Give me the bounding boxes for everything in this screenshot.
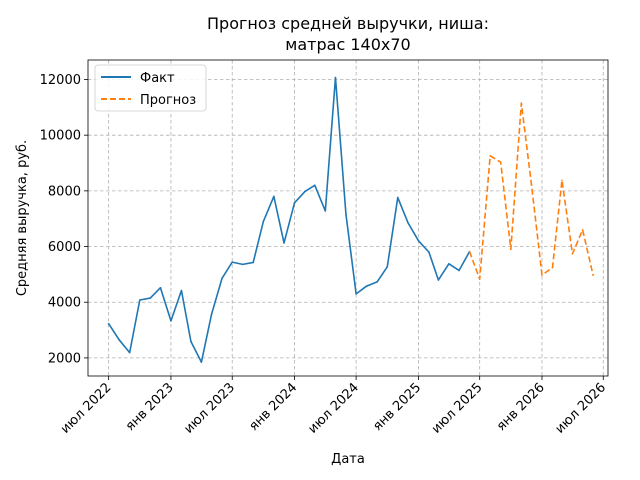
data-point-fact (128, 351, 131, 354)
plot-frame (87, 59, 609, 377)
data-point-forecast (510, 248, 512, 251)
y-tick-label: 4000 (48, 296, 81, 311)
data-point-fact (324, 210, 327, 212)
data-point-fact (221, 277, 223, 280)
data-point-fact (118, 339, 120, 341)
y-axis-label: Средняя выручка, руб. (15, 140, 30, 296)
data-point-fact (437, 279, 440, 281)
data-point-fact (293, 202, 296, 204)
data-point-forecast (499, 161, 502, 163)
data-point-forecast (478, 278, 481, 280)
data-point-fact (376, 281, 378, 283)
data-point-forecast (581, 229, 584, 231)
data-point-forecast (468, 250, 471, 253)
data-point-fact (159, 286, 162, 289)
data-point-fact (190, 340, 192, 343)
data-point-fact (252, 261, 255, 264)
data-point-forecast (520, 102, 523, 104)
y-tick-label: 6000 (48, 240, 81, 255)
data-point-fact (304, 190, 306, 193)
y-tick-label: 12000 (40, 73, 81, 88)
y-tick-label: 8000 (48, 184, 81, 199)
data-point-forecast (541, 274, 543, 276)
data-point-forecast (592, 274, 594, 277)
data-point-fact (314, 184, 316, 187)
legend-label-forecast: Прогноз (140, 93, 196, 108)
y-axis: 2000 4000 6000 8000 10000 12000 (40, 73, 88, 366)
data-point-forecast (530, 183, 533, 186)
data-point-fact (273, 195, 275, 198)
data-point-fact (396, 196, 399, 199)
data-point-fact (241, 263, 244, 266)
data-point-fact (458, 269, 460, 272)
data-point-fact (428, 251, 430, 253)
data-point-fact (231, 261, 234, 263)
data-point-fact (149, 297, 152, 299)
data-point-fact (417, 239, 420, 242)
legend-label-fact: Факт (140, 71, 175, 86)
grid (88, 60, 608, 376)
data-point-fact (283, 242, 285, 244)
data-point-forecast (489, 154, 491, 157)
series-line-fact (107, 76, 471, 363)
data-point-fact (407, 221, 409, 224)
data-point-fact (355, 293, 357, 295)
series-layer (107, 76, 594, 363)
data-point-fact (365, 285, 368, 287)
legend: Факт Прогноз (94, 64, 207, 112)
data-point-forecast (561, 179, 563, 182)
data-point-fact (210, 313, 213, 315)
data-point-fact (139, 299, 141, 301)
data-point-fact (200, 361, 203, 363)
data-point-forecast (571, 252, 574, 255)
data-point-fact (448, 263, 450, 265)
y-tick-label: 10000 (40, 129, 81, 144)
chart-title-line-1: Прогноз средней выручки, ниша: (207, 14, 489, 33)
data-point-fact (386, 266, 389, 268)
x-axis-label: Дата (331, 452, 365, 467)
data-point-fact (345, 213, 347, 216)
data-point-fact (107, 322, 110, 325)
data-point-fact (334, 76, 337, 79)
data-point-fact (170, 320, 172, 322)
data-point-forecast (551, 266, 554, 269)
y-tick-label: 2000 (48, 351, 81, 366)
data-point-fact (262, 220, 265, 223)
data-point-fact (180, 289, 183, 292)
chart-title-line-2: матрас 140х70 (285, 35, 410, 54)
